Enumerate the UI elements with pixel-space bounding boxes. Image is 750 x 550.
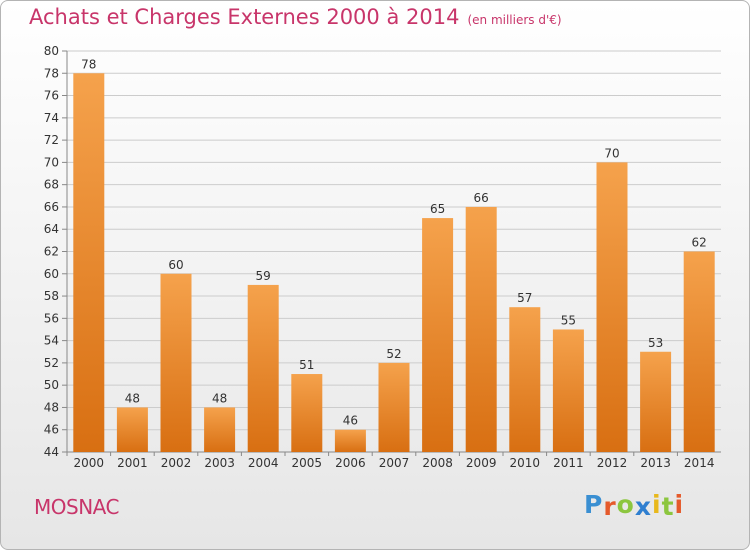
logo-letter: i (674, 490, 685, 519)
x-tick-label: 2000 (74, 456, 105, 470)
chart-title-text: Achats et Charges Externes 2000 à 2014 (29, 5, 460, 29)
bar-2001 (116, 407, 148, 452)
x-tick-label: 2001 (117, 456, 148, 470)
x-tick-label: 2006 (335, 456, 366, 470)
y-tick-label: 44 (44, 445, 59, 459)
bar-2002 (160, 273, 192, 452)
bar-value-label: 66 (474, 191, 489, 205)
x-tick-label: 2010 (510, 456, 541, 470)
bar-2009 (465, 206, 497, 452)
y-tick-label: 46 (44, 423, 59, 437)
bar-value-label: 70 (604, 146, 619, 160)
bar-value-label: 57 (517, 291, 532, 305)
bar-2010 (509, 307, 541, 452)
y-tick-label: 70 (44, 155, 59, 169)
x-tick-label: 2002 (161, 456, 192, 470)
bars (73, 73, 715, 453)
y-tick-label: 56 (44, 311, 59, 325)
bar-value-label: 62 (692, 236, 707, 250)
bar-2013 (640, 351, 672, 452)
y-tick-label: 78 (44, 66, 59, 80)
bar-value-label: 65 (430, 202, 445, 216)
bar-2005 (291, 374, 323, 452)
bar-value-label: 78 (81, 57, 96, 71)
chart-title: Achats et Charges Externes 2000 à 2014 (e… (29, 5, 562, 29)
y-tick-label: 68 (44, 178, 59, 192)
bar-2007 (378, 362, 410, 452)
labels: 44 46 48 50 52 54 56 58 60 62 64 66 68 70 72 74 76 78 80 78… (44, 44, 715, 470)
x-tick-label: 2012 (597, 456, 628, 470)
y-tick-label: 60 (44, 267, 59, 281)
logo-letter: o (616, 490, 635, 519)
x-tick-label: 2008 (422, 456, 453, 470)
y-tick-label: 48 (44, 400, 59, 414)
y-tick-label: 76 (44, 89, 59, 103)
x-tick-label: 2003 (204, 456, 235, 470)
bar-2008 (422, 218, 454, 452)
logo-letter: t (661, 492, 675, 521)
logo-letter: P (584, 490, 604, 519)
bar-2014 (683, 251, 715, 452)
bar-value-label: 55 (561, 313, 576, 327)
y-tick-label: 74 (44, 111, 59, 125)
y-tick-label: 58 (44, 289, 59, 303)
x-tick-label: 2014 (684, 456, 715, 470)
x-tick-label: 2004 (248, 456, 279, 470)
bar-value-label: 59 (256, 269, 271, 283)
bar-2003 (204, 407, 236, 452)
y-tick-label: 54 (44, 334, 59, 348)
y-tick-label: 62 (44, 245, 59, 259)
bar-value-label: 52 (386, 347, 401, 361)
y-tick-label: 72 (44, 133, 59, 147)
bar-2011 (552, 329, 584, 452)
bar-value-label: 51 (299, 358, 314, 372)
x-tick-label: 2011 (553, 456, 584, 470)
x-tick-label: 2005 (292, 456, 323, 470)
bar-2006 (334, 429, 366, 452)
bar-value-label: 48 (125, 391, 140, 405)
x-tick-label: 2007 (379, 456, 410, 470)
commune-name: MOSNAC (34, 495, 119, 519)
y-tick-label: 66 (44, 200, 59, 214)
logo-letter: r (603, 492, 617, 521)
x-tick-label: 2013 (640, 456, 671, 470)
bar-2012 (596, 162, 628, 452)
x-tick-label: 2009 (466, 456, 497, 470)
y-tick-label: 50 (44, 378, 59, 392)
chart-subtitle: (en milliers d'€) (467, 13, 562, 27)
bar-value-label: 53 (648, 336, 663, 350)
y-tick-label: 80 (44, 44, 59, 58)
y-tick-label: 52 (44, 356, 59, 370)
bar-value-label: 60 (168, 258, 183, 272)
proxiti-logo[interactable]: Proxiti (584, 490, 685, 521)
bar-2004 (247, 284, 279, 452)
bar-value-label: 48 (212, 391, 227, 405)
bar-value-label: 46 (343, 414, 358, 428)
logo-letter: x (634, 492, 652, 521)
y-tick-label: 64 (44, 222, 59, 236)
logo-letter: i (652, 490, 662, 519)
bar-2000 (73, 73, 105, 453)
